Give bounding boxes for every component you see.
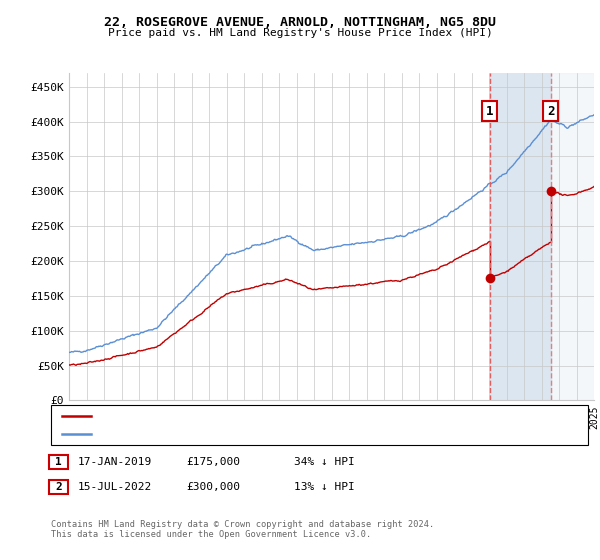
- Text: 22, ROSEGROVE AVENUE, ARNOLD, NOTTINGHAM, NG5 8DU (detached house): 22, ROSEGROVE AVENUE, ARNOLD, NOTTINGHAM…: [98, 411, 485, 421]
- Text: 22, ROSEGROVE AVENUE, ARNOLD, NOTTINGHAM, NG5 8DU: 22, ROSEGROVE AVENUE, ARNOLD, NOTTINGHAM…: [104, 16, 496, 29]
- Text: 1: 1: [486, 105, 494, 118]
- Text: HPI: Average price, detached house, Gedling: HPI: Average price, detached house, Gedl…: [98, 429, 350, 439]
- Text: 15-JUL-2022: 15-JUL-2022: [78, 482, 152, 492]
- Text: 2: 2: [55, 482, 62, 492]
- Text: 2: 2: [547, 105, 554, 118]
- Bar: [490, 73, 551, 400]
- Text: 34% ↓ HPI: 34% ↓ HPI: [294, 457, 355, 467]
- Text: 1: 1: [55, 457, 62, 467]
- Text: Price paid vs. HM Land Registry's House Price Index (HPI): Price paid vs. HM Land Registry's House …: [107, 28, 493, 38]
- Text: £300,000: £300,000: [186, 482, 240, 492]
- Text: 17-JAN-2019: 17-JAN-2019: [78, 457, 152, 467]
- Bar: [551, 73, 594, 400]
- Text: Contains HM Land Registry data © Crown copyright and database right 2024.
This d: Contains HM Land Registry data © Crown c…: [51, 520, 434, 539]
- Text: £175,000: £175,000: [186, 457, 240, 467]
- Text: 13% ↓ HPI: 13% ↓ HPI: [294, 482, 355, 492]
